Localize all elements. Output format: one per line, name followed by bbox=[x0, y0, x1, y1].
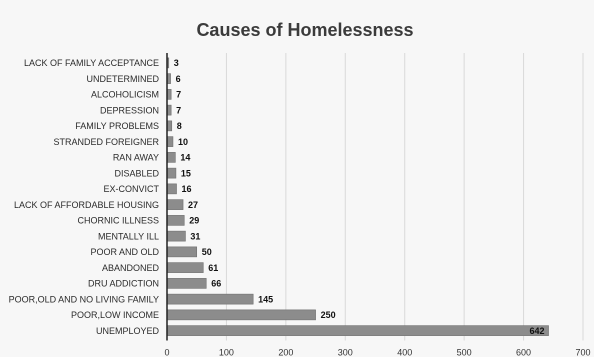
bar bbox=[166, 152, 176, 163]
x-tick-label: 600 bbox=[516, 348, 531, 357]
category-label: EX-CONVICT bbox=[103, 184, 159, 194]
bar bbox=[166, 215, 185, 226]
bar bbox=[166, 167, 177, 179]
x-tick-label: 100 bbox=[219, 348, 234, 357]
x-tick-label: 0 bbox=[164, 348, 169, 357]
data-label: 145 bbox=[258, 294, 273, 304]
bar bbox=[166, 325, 549, 336]
data-label: 642 bbox=[530, 326, 545, 336]
category-label: DRU ADDICTION bbox=[88, 279, 159, 289]
category-label: DISABLED bbox=[114, 168, 159, 178]
category-label: LACK OF AFFORDABLE HOUSING bbox=[14, 200, 159, 210]
data-label: 8 bbox=[177, 121, 182, 131]
data-label: 6 bbox=[176, 74, 181, 84]
data-label: 7 bbox=[176, 105, 181, 115]
bar bbox=[166, 136, 174, 147]
data-label: 15 bbox=[181, 168, 191, 178]
bar bbox=[166, 262, 204, 273]
bar bbox=[166, 230, 186, 242]
category-label: FAMILY PROBLEMS bbox=[75, 121, 159, 131]
category-label: UNDETERMINED bbox=[86, 74, 159, 84]
category-label: POOR AND OLD bbox=[90, 247, 159, 257]
data-label: 66 bbox=[211, 279, 221, 289]
category-label: ABANDONED bbox=[102, 263, 160, 273]
data-label: 16 bbox=[182, 184, 192, 194]
data-label: 31 bbox=[190, 231, 200, 241]
x-tick-label: 200 bbox=[278, 348, 293, 357]
bar bbox=[166, 183, 177, 195]
data-label: 7 bbox=[176, 90, 181, 100]
data-label: 50 bbox=[202, 247, 212, 257]
category-label: MENTALLY ILL bbox=[98, 231, 159, 241]
bar bbox=[166, 278, 207, 289]
x-tick-label: 500 bbox=[457, 348, 472, 357]
category-label: UNEMPLOYED bbox=[96, 326, 160, 336]
category-label: LACK OF FAMILY ACCEPTANCE bbox=[24, 58, 159, 68]
bar bbox=[166, 246, 198, 258]
data-label: 61 bbox=[208, 263, 218, 273]
category-label: STRANDED FOREIGNER bbox=[53, 137, 159, 147]
category-label: POOR,LOW INCOME bbox=[71, 310, 159, 320]
data-label: 250 bbox=[321, 310, 336, 320]
x-tick-labels: 0 100 200 300 400 500 600 700 bbox=[164, 348, 590, 357]
category-label: POOR,OLD AND NO LIVING FAMILY bbox=[9, 294, 159, 304]
data-label: 29 bbox=[189, 216, 199, 226]
bar bbox=[166, 309, 316, 321]
x-tick-label: 300 bbox=[338, 348, 353, 357]
bar bbox=[166, 293, 254, 305]
data-label: 10 bbox=[178, 137, 188, 147]
category-labels: LACK OF FAMILY ACCEPTANCE UNDETERMINED ALC… bbox=[9, 58, 160, 336]
bar bbox=[166, 199, 184, 210]
category-label: DEPRESSION bbox=[100, 105, 159, 115]
category-label: CHORNIC ILLNESS bbox=[77, 216, 159, 226]
data-label: 3 bbox=[174, 58, 179, 68]
x-tick-label: 400 bbox=[397, 348, 412, 357]
gridlines bbox=[225, 53, 584, 341]
data-label: 27 bbox=[188, 200, 198, 210]
category-label: ALCOHOLICISM bbox=[91, 90, 159, 100]
data-label: 14 bbox=[180, 153, 190, 163]
category-label: RAN AWAY bbox=[113, 153, 159, 163]
chart-title: Causes of Homelessness bbox=[196, 20, 413, 40]
x-tick-label: 700 bbox=[575, 348, 590, 357]
